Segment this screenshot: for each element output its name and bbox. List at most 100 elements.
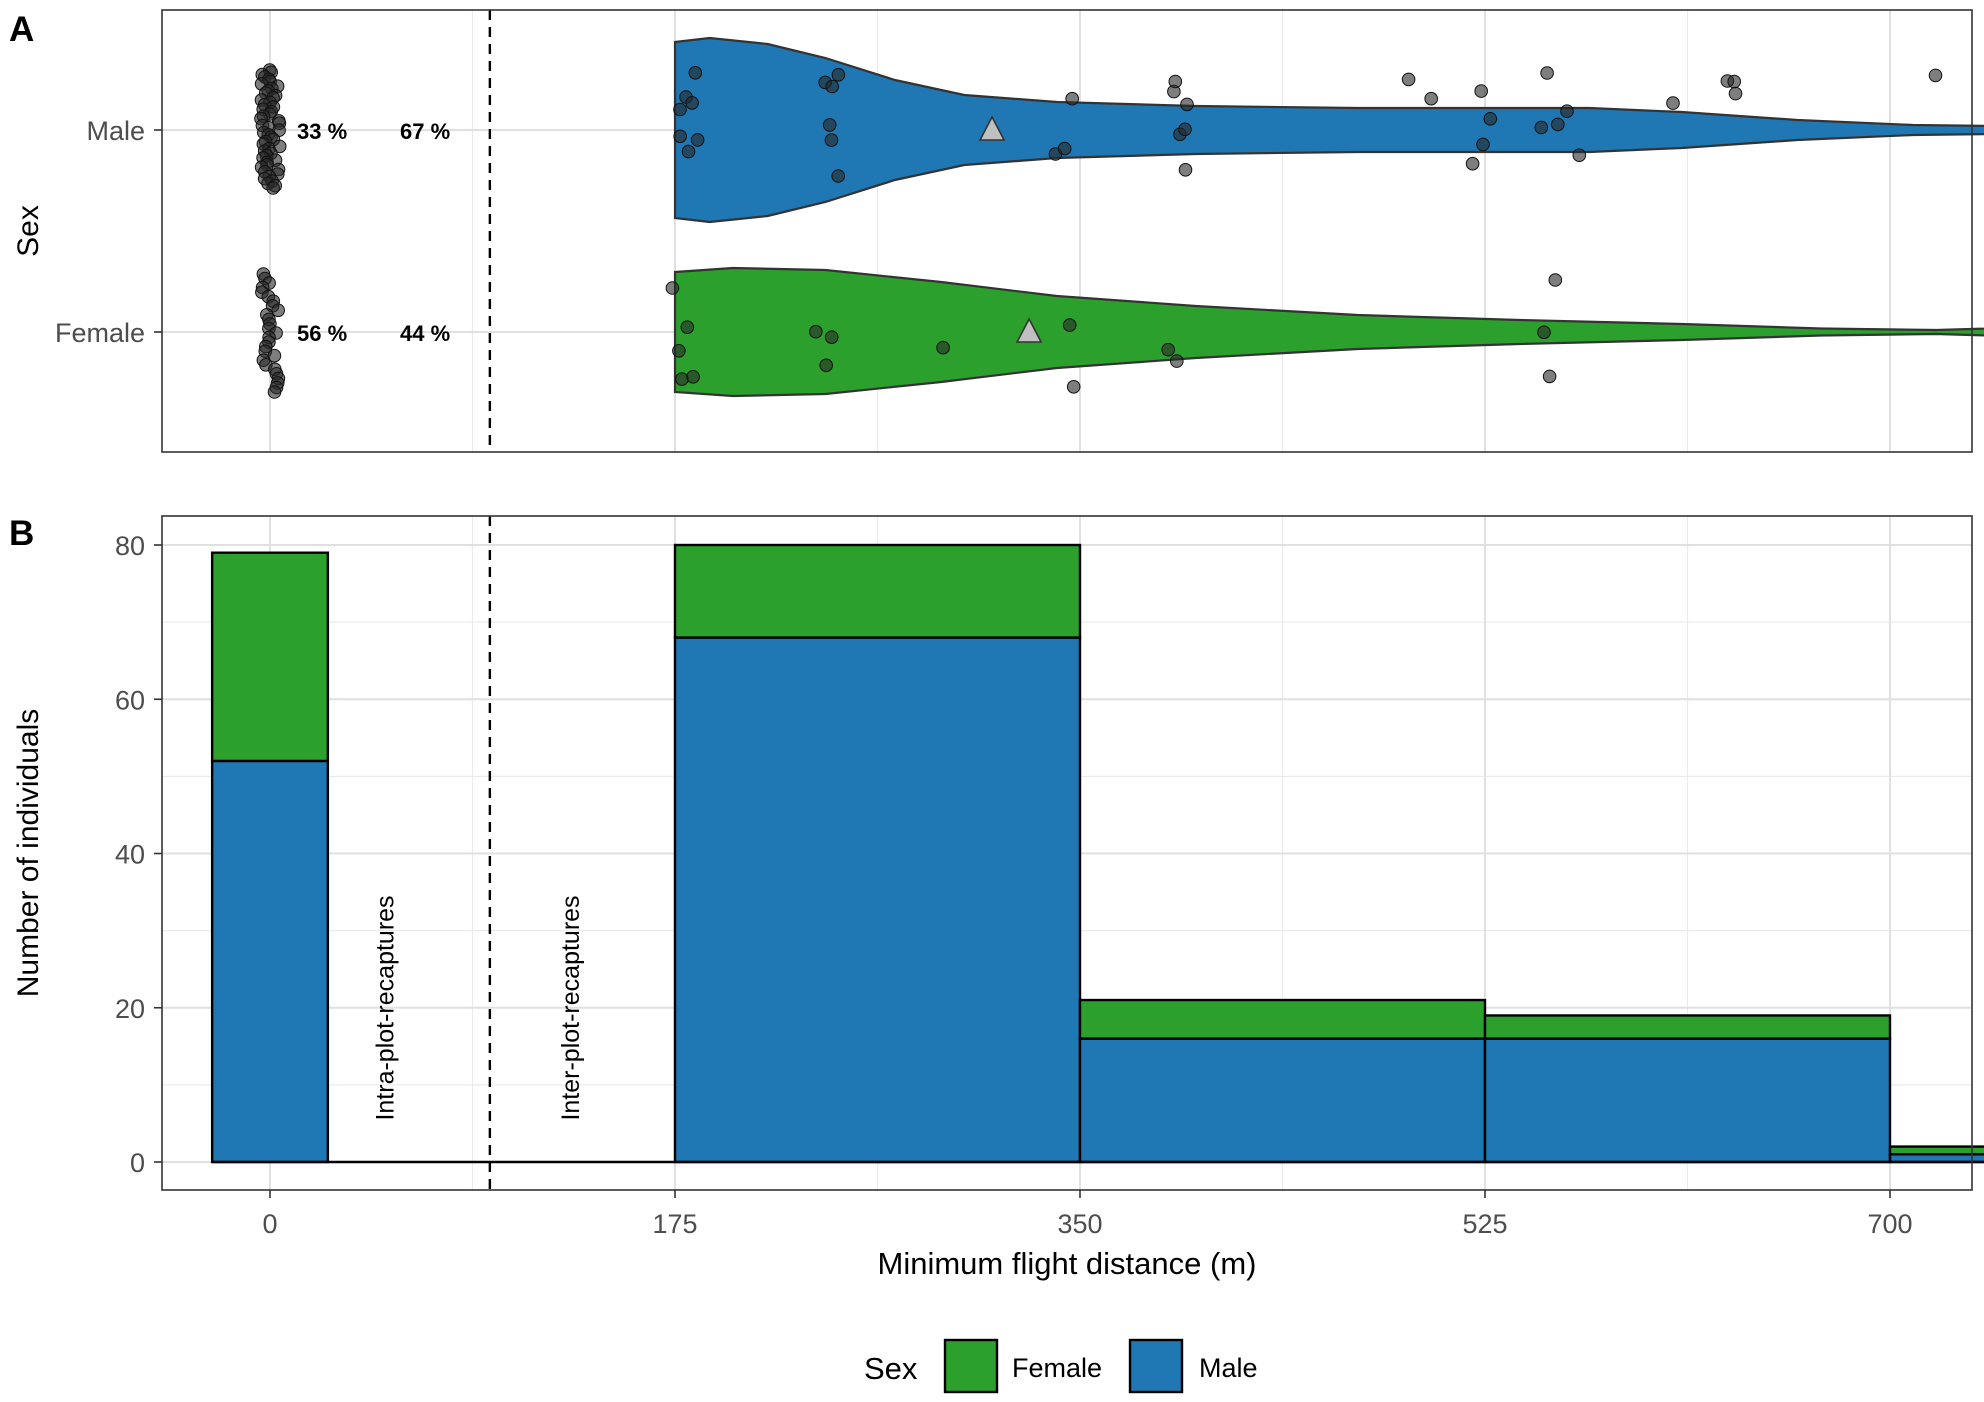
jitter-point-male — [266, 181, 280, 195]
bar-male — [1888, 1153, 1984, 1164]
x-tick-label: 0 — [262, 1209, 277, 1239]
jitter-point-female — [1548, 273, 1563, 287]
jitter-point-male — [825, 79, 840, 94]
jitter-point-female — [267, 385, 282, 399]
jitter-point-male — [1180, 97, 1194, 112]
jitter-point-male — [1727, 74, 1741, 89]
jitter-point-female — [936, 340, 950, 355]
jitter-point-male — [1551, 117, 1565, 132]
jitter-point-female — [1542, 369, 1557, 384]
panel-a-tag: A — [9, 10, 34, 49]
bar-male — [1483, 1037, 1892, 1164]
jitter-point-male — [1168, 74, 1183, 89]
y-tick-label: 80 — [115, 531, 145, 561]
y-tick-label: 60 — [115, 685, 145, 715]
jitter-point-male — [1534, 120, 1549, 135]
jitter-point-male — [1424, 91, 1438, 106]
jitter-point-female — [1062, 318, 1077, 332]
jitter-point-male — [673, 129, 688, 144]
jitter-point-male — [1476, 137, 1490, 152]
panel-a-jitter-points — [254, 63, 1943, 399]
legend-title: Sex — [864, 1351, 918, 1386]
bar-male — [1078, 1037, 1487, 1164]
bar-female — [673, 543, 1082, 639]
panel-a-percent-labels: 33 % 67 % 56 % 44 % — [297, 119, 450, 346]
inter-percent-label-male: 67 % — [400, 119, 450, 144]
panel-a-frame — [161, 9, 1973, 453]
panel-a-y-axis: Male Female — [55, 116, 162, 348]
bar-male — [673, 636, 1082, 1164]
jitter-point-male — [1057, 141, 1072, 156]
intra-percent-label-male: 33 % — [297, 119, 347, 144]
panel-a: 33 % 67 % 56 % 44 % Male Female A Sex — [9, 9, 1984, 453]
jitter-point-male — [1560, 104, 1574, 118]
panel-b-bars — [210, 543, 1984, 1164]
intra-plot-annotation: Intra-plot-recaptures — [372, 895, 400, 1120]
jitter-point-male — [824, 133, 839, 147]
bar-female — [210, 551, 330, 763]
jitter-point-male — [822, 118, 837, 132]
panel-b-y-axis-title: Number of individuals — [12, 709, 45, 997]
inter-plot-annotation: Inter-plot-recaptures — [557, 895, 585, 1120]
mean-marker-female — [1015, 317, 1043, 343]
jitter-point-male — [681, 144, 696, 159]
jitter-point-female — [824, 330, 839, 345]
jitter-point-male — [1474, 84, 1488, 98]
jitter-point-female — [819, 358, 834, 373]
panel-b-tag: B — [9, 514, 34, 553]
panel-b: Intra-plot-recaptures Inter-plot-recaptu… — [9, 514, 1984, 1281]
mean-marker-male — [978, 115, 1006, 141]
legend-label-female: Female — [1012, 1353, 1102, 1383]
legend-label-male: Male — [1199, 1353, 1258, 1383]
jitter-point-male — [831, 169, 846, 183]
jitter-point-male — [1728, 86, 1743, 101]
jitter-point-female — [665, 281, 680, 295]
jitter-point-male — [673, 102, 687, 117]
jitter-point-male — [1928, 68, 1943, 83]
legend-key-male — [1128, 1338, 1184, 1394]
x-axis-title: Minimum flight distance (m) — [878, 1246, 1257, 1281]
x-tick-label: 700 — [1867, 1209, 1912, 1239]
jitter-point-male — [690, 133, 705, 147]
jitter-point-male — [1065, 91, 1079, 106]
y-tick-label: 20 — [115, 994, 145, 1024]
panel-a-y-axis-title: Sex — [12, 205, 45, 257]
panel-b-x-axis: 017535052570087510501225 — [262, 1190, 1913, 1239]
jitter-point-female — [1161, 342, 1175, 357]
x-tick-label: 350 — [1057, 1209, 1102, 1239]
bar-female — [1483, 1014, 1892, 1040]
jitter-point-female — [271, 303, 286, 318]
inter-percent-label-female: 44 % — [400, 321, 450, 346]
violin-female — [673, 266, 1984, 398]
intra-percent-label-female: 56 % — [297, 321, 347, 346]
y-tick-label: 40 — [115, 840, 145, 870]
jitter-point-female — [1170, 354, 1184, 368]
jitter-point-male — [1572, 148, 1587, 162]
jitter-point-female — [1537, 325, 1551, 340]
violin-male — [673, 36, 1984, 224]
jitter-point-male — [1401, 72, 1416, 87]
jitter-point-male — [1666, 96, 1680, 110]
jitter-point-male — [685, 96, 699, 110]
legend: Sex Female Male — [864, 1338, 1258, 1394]
jitter-point-female — [675, 372, 689, 386]
x-tick-label: 525 — [1462, 1209, 1507, 1239]
jitter-point-male — [1178, 122, 1192, 137]
jitter-point-male — [1178, 163, 1193, 177]
jitter-point-female — [672, 344, 686, 358]
panel-b-y-axis: 0 20 40 60 80 — [115, 531, 162, 1178]
jitter-point-male — [688, 66, 703, 80]
jitter-point-female — [1066, 380, 1081, 394]
panel-a-violins — [673, 36, 1984, 398]
panel-a-background — [162, 10, 1972, 452]
bar-female — [1078, 998, 1487, 1040]
y-tick-label: Male — [86, 116, 145, 146]
jitter-point-male — [831, 68, 846, 82]
y-tick-label: Female — [55, 318, 145, 348]
y-tick-label: 0 — [130, 1148, 145, 1178]
bar-female — [1888, 1145, 1984, 1156]
legend-key-female — [943, 1338, 999, 1394]
jitter-point-female — [680, 320, 695, 335]
jitter-point-male — [1483, 112, 1498, 126]
